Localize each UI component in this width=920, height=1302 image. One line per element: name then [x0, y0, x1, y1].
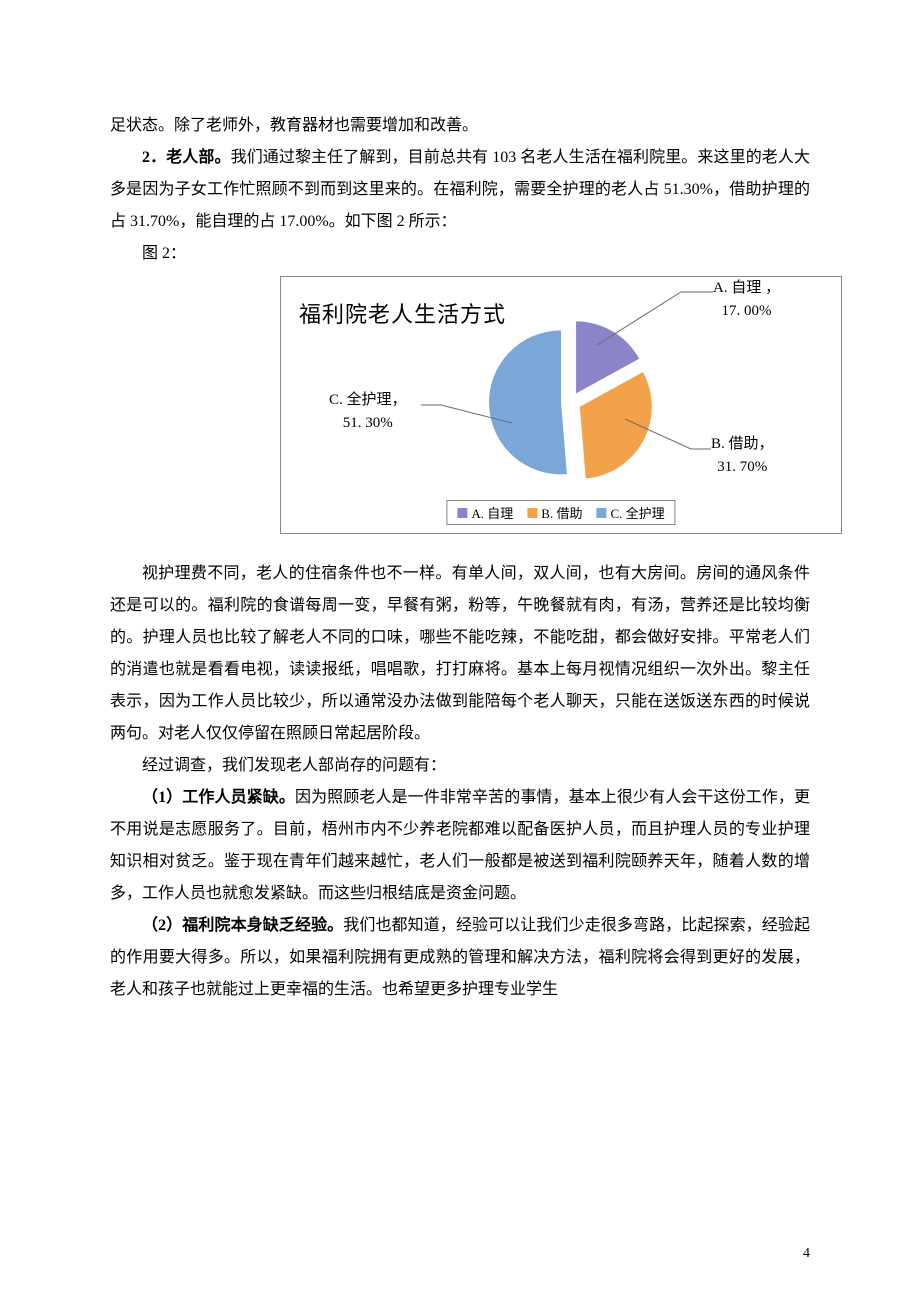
paragraph-continuation: 足状态。除了老师外，教育器材也需要增加和改善。 [110, 110, 810, 142]
legend-text-b: B. 借助 [541, 503, 582, 522]
pie-chart: 福利院老人生活方式 A. 自理 ，17. 00% B. 借助，31. 70% C… [280, 276, 842, 534]
paragraph-room-desc: 视护理费不同，老人的住宿条件也不一样。有单人间，双人间，也有大房间。房间的通风条… [110, 558, 810, 750]
page-number: 4 [803, 1246, 810, 1262]
document-page: 足状态。除了老师外，教育器材也需要增加和改善。 2．老人部。我们通过黎主任了解到… [0, 0, 920, 1302]
legend-swatch-a [457, 508, 467, 518]
legend-swatch-b [527, 508, 537, 518]
paragraph-issue-2: （2）福利院本身缺乏经验。我们也都知道，经验可以让我们少走很多弯路，比起探索，经… [110, 910, 810, 1006]
callout-a: A. 自理 ，17. 00% [713, 277, 780, 322]
figure-label-2: 图 2： [110, 238, 810, 270]
legend-text-a: A. 自理 [471, 503, 513, 522]
issue-2-lead: （2）福利院本身缺乏经验。 [142, 917, 343, 934]
paragraph-issue-1: （1）工作人员紧缺。因为照顾老人是一件非常辛苦的事情，基本上很少有人会干这份工作… [110, 782, 810, 910]
heading-inline-2: 2．老人部。 [142, 149, 231, 166]
legend-text-c: C. 全护理 [610, 503, 664, 522]
legend-swatch-c [596, 508, 606, 518]
paragraph-issues-intro: 经过调查，我们发现老人部尚存的问题有： [110, 750, 810, 782]
legend-item-a: A. 自理 [457, 503, 513, 522]
issue-1-lead: （1）工作人员紧缺。 [142, 789, 295, 806]
callout-b: B. 借助，31. 70% [711, 433, 774, 478]
chart-legend: A. 自理 B. 借助 C. 全护理 [446, 500, 675, 525]
legend-item-b: B. 借助 [527, 503, 582, 522]
callout-c: C. 全护理，51. 30% [329, 389, 407, 434]
paragraph-elderly-dept: 2．老人部。我们通过黎主任了解到，目前总共有 103 名老人生活在福利院里。来这… [110, 142, 810, 238]
legend-item-c: C. 全护理 [596, 503, 664, 522]
